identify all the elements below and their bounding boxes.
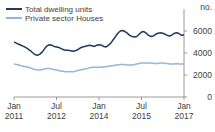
- x-tick: [56, 97, 57, 100]
- y-tick-label: 6000: [193, 26, 212, 36]
- legend-swatch: [6, 17, 22, 19]
- chart: 0 2000 4000 6000 no. Jan2011 Jul2012 Jan2014 Jul…: [0, 0, 215, 132]
- x-tick-label: Jul2012: [47, 101, 66, 121]
- x-tick-label: Jan2014: [90, 101, 109, 121]
- y-tick: [184, 75, 187, 76]
- x-tick-label: Jul2015: [132, 101, 151, 121]
- series-line: [14, 30, 184, 55]
- plot-area: [14, 30, 184, 71]
- y-tick-label: 2000: [193, 70, 212, 80]
- y-axis-label: no.: [200, 2, 212, 12]
- x-tick: [184, 97, 185, 100]
- legend-swatch: [6, 8, 22, 10]
- x-tick-label: Jan2017: [175, 101, 194, 121]
- series-line: [14, 63, 184, 72]
- x-tick: [141, 97, 142, 100]
- legend-label: Private sector Houses: [25, 14, 103, 23]
- y-tick-label: 4000: [193, 48, 212, 58]
- x-tick: [99, 97, 100, 100]
- y-tick: [184, 53, 187, 54]
- y-tick: [184, 31, 187, 32]
- legend-label: Total dwelling units: [25, 5, 92, 14]
- y-tick-label: 0: [207, 92, 212, 102]
- x-tick-label: Jan2011: [5, 101, 24, 121]
- x-tick: [14, 97, 15, 100]
